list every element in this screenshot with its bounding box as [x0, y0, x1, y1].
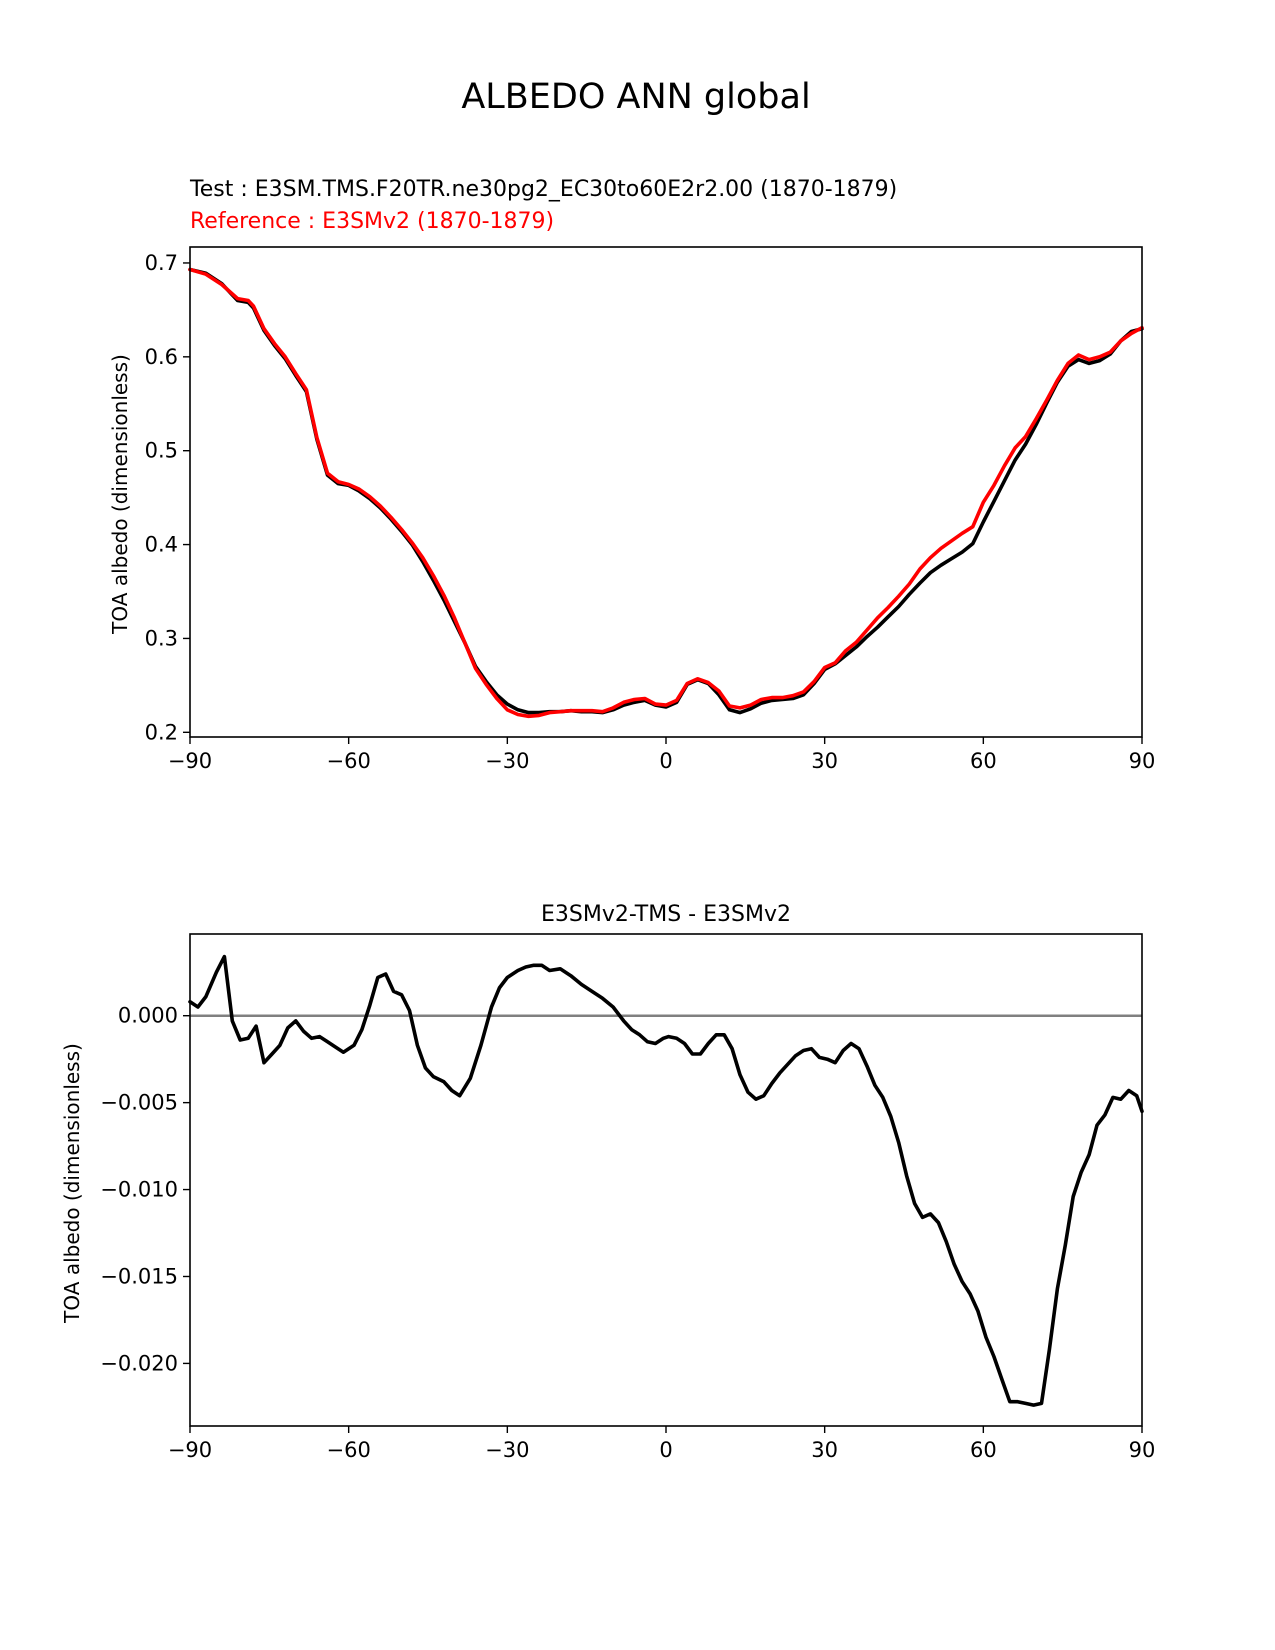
bottom-panel-series [188, 954, 1144, 1407]
bottom-panel-x-tick-label: 60 [970, 1438, 997, 1462]
bottom-panel-ylabel: TOA albedo (dimensionless) [60, 1043, 84, 1324]
top-panel-y-tick-label: 0.7 [145, 251, 178, 275]
albedo-difference-panel: E3SMv2-TMS - E3SMv2 TOA albedo (dimensio… [60, 902, 1155, 1462]
bottom-panel-y-tick-label: −0.015 [100, 1264, 178, 1288]
top-panel-x-tick-label: 60 [970, 749, 997, 773]
top-panel-y-tick-label: 0.3 [145, 626, 178, 650]
bottom-panel-x-tick-label: −90 [168, 1438, 212, 1462]
top-panel-y-tick-label: 0.6 [145, 345, 178, 369]
reference-legend-label: Reference : E3SMv2 (1870-1879) [190, 209, 554, 234]
top-panel-x-tick-label: 90 [1129, 749, 1156, 773]
top-panel-x-tick-label: −30 [485, 749, 529, 773]
top-panel-x-tick-label: 30 [811, 749, 838, 773]
top-panel-y-tick-label: 0.5 [145, 439, 178, 463]
top-panel-x-tick-label: −60 [327, 749, 371, 773]
bottom-panel-x-tick-label: 0 [659, 1438, 672, 1462]
top-panel-series-reference [188, 267, 1144, 719]
top-panel-ylabel: TOA albedo (dimensionless) [108, 354, 132, 635]
bottom-panel-x-tick-label: 30 [811, 1438, 838, 1462]
bottom-panel-y-tick-label: 0.000 [118, 1004, 178, 1028]
top-panel-y-tick-label: 0.2 [145, 720, 178, 744]
bottom-panel-frame [189, 933, 1143, 1427]
bottom-panel-y-tick-label: −0.010 [100, 1178, 178, 1202]
top-panel-ticks: −90 −60 −30 0 30 60 90 0.2 0.3 0.4 0.5 0.6 0.7 [145, 251, 1156, 773]
bottom-panel-x-tick-label: −30 [485, 1438, 529, 1462]
albedo-zonal-mean-panel: TOA albedo (dimensionless) −90 −60 −30 0 30 6… [108, 246, 1156, 773]
bottom-panel-title: E3SMv2-TMS - E3SMv2 [541, 902, 791, 927]
bottom-panel-y-tick-label: −0.020 [100, 1351, 178, 1375]
top-panel-x-tick-label: −90 [168, 749, 212, 773]
figure-suptitle: ALBEDO ANN global [461, 77, 810, 117]
bottom-panel-x-tick-label: −60 [327, 1438, 371, 1462]
test-legend-label: Test : E3SM.TMS.F20TR.ne30pg2_EC30to60E2… [189, 177, 897, 202]
bottom-panel-x-tick-label: 90 [1129, 1438, 1156, 1462]
top-panel-y-tick-label: 0.4 [145, 533, 178, 557]
bottom-panel-ticks: −90 −60 −30 0 30 60 90 0.000 −0.005 −0.010 −0.015 −… [100, 1004, 1155, 1462]
top-panel-x-tick-label: 0 [659, 749, 672, 773]
bottom-panel-y-tick-label: −0.005 [100, 1091, 178, 1115]
top-panel-series [188, 267, 1144, 719]
bottom-panel-series-e3smv2-tms-e3smv2 [188, 954, 1144, 1407]
top-panel-frame [189, 246, 1143, 738]
